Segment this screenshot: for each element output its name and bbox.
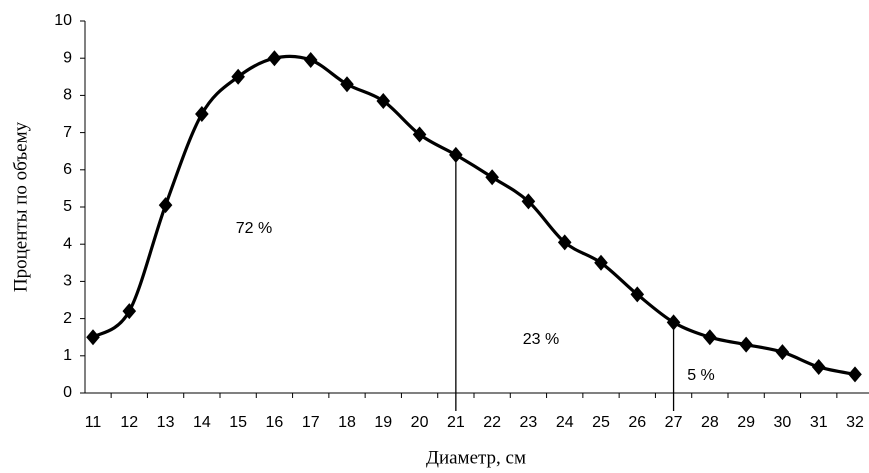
marker: [521, 193, 536, 210]
marker: [86, 329, 100, 346]
marker: [267, 50, 282, 67]
marker: [666, 314, 681, 331]
marker: [340, 76, 354, 93]
x-tick-label: 23: [520, 414, 538, 431]
x-tick-label: 18: [338, 414, 356, 431]
x-tick-label: 26: [628, 414, 646, 431]
annotation: 5 %: [687, 367, 715, 384]
y-tick-label: 3: [63, 273, 72, 290]
y-tick-label: 1: [63, 347, 72, 364]
x-tick-label: 30: [774, 414, 792, 431]
marker: [630, 286, 645, 303]
x-tick-label: 24: [556, 414, 574, 431]
x-tick-label: 22: [483, 414, 501, 431]
y-tick-label: 7: [63, 124, 72, 141]
x-tick-label: 32: [846, 414, 864, 431]
x-tick-label: 28: [701, 414, 719, 431]
marker: [739, 336, 753, 353]
x-tick-label: 29: [737, 414, 755, 431]
marker: [811, 358, 826, 375]
x-tick-label: 11: [85, 414, 102, 431]
marker: [775, 344, 790, 361]
marker: [122, 303, 137, 320]
x-tick-label: 14: [193, 414, 211, 431]
marker: [158, 197, 173, 214]
x-tick-label: 12: [120, 414, 138, 431]
x-tick-label: 27: [665, 414, 683, 431]
x-tick-label: 20: [411, 414, 429, 431]
x-tick-label: 25: [592, 414, 610, 431]
y-tick-label: 9: [63, 49, 72, 66]
marker: [303, 52, 318, 69]
marker: [594, 254, 608, 271]
y-tick-label: 10: [54, 12, 72, 29]
marker: [449, 146, 463, 163]
x-tick-label: 15: [229, 414, 247, 431]
x-tick-label: 31: [810, 414, 828, 431]
x-tick-label: 16: [266, 414, 284, 431]
x-axis-title: Диаметр, см: [426, 447, 526, 468]
y-tick-label: 6: [63, 161, 72, 178]
marker: [412, 126, 427, 143]
x-tick-label: 21: [447, 414, 465, 431]
x-tick-label: 13: [157, 414, 175, 431]
y-tick-label: 2: [63, 310, 72, 327]
x-tick-label: 17: [302, 414, 320, 431]
marker: [376, 92, 391, 109]
annotation: 72 %: [236, 220, 272, 237]
y-tick-label: 4: [63, 235, 72, 252]
marker: [703, 329, 717, 346]
marker: [848, 366, 862, 383]
marker: [231, 68, 245, 85]
y-axis-title: Проценты по объему: [10, 121, 31, 292]
y-tick-label: 5: [63, 198, 72, 215]
y-tick-label: 8: [63, 87, 72, 104]
data-line: [92, 54, 856, 376]
marker: [195, 106, 209, 122]
annotation: 23 %: [523, 331, 559, 348]
marker: [557, 234, 572, 251]
marker: [485, 169, 499, 186]
y-tick-label: 0: [63, 384, 72, 401]
x-tick-label: 19: [374, 414, 392, 431]
